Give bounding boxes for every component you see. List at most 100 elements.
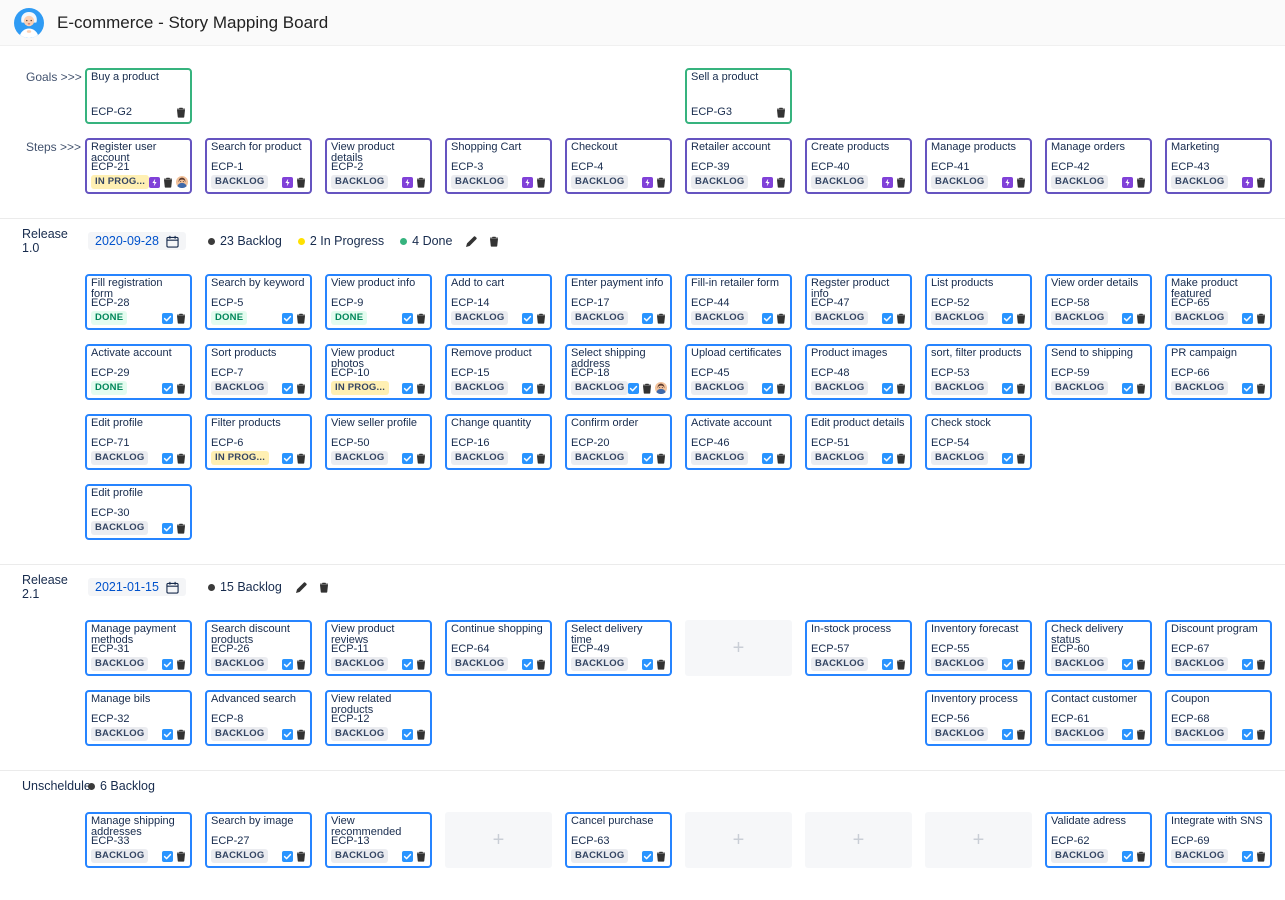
status-badge[interactable]: BACKLOG [1171,657,1229,671]
trash-icon[interactable] [896,383,906,394]
status-badge[interactable]: BACKLOG [571,311,629,325]
story-card[interactable]: Validate adress ECP-62 BACKLOG [1045,812,1152,868]
story-card[interactable]: PR campaign ECP-66 BACKLOG [1165,344,1272,400]
status-badge[interactable]: BACKLOG [931,451,989,465]
trash-icon[interactable] [776,177,786,188]
trash-icon[interactable] [656,851,666,862]
step-card[interactable]: Manage products ECP-41 BACKLOG [925,138,1032,194]
status-badge[interactable]: BACKLOG [331,727,389,741]
status-badge[interactable]: BACKLOG [811,381,869,395]
story-card[interactable]: Select delivery time ECP-49 BACKLOG [565,620,672,676]
trash-icon[interactable] [1256,383,1266,394]
story-card[interactable]: View order details ECP-58 BACKLOG [1045,274,1152,330]
status-badge[interactable]: BACKLOG [91,727,149,741]
story-card[interactable]: Fill-in retailer form ECP-44 BACKLOG [685,274,792,330]
story-card[interactable]: Inventory process ECP-56 BACKLOG [925,690,1032,746]
trash-icon[interactable] [176,107,186,118]
story-card[interactable]: Confirm order ECP-20 BACKLOG [565,414,672,470]
trash-icon[interactable] [176,383,186,394]
status-badge[interactable]: BACKLOG [931,381,989,395]
status-badge[interactable]: BACKLOG [211,381,269,395]
trash-icon[interactable] [416,851,426,862]
trash-icon[interactable] [536,453,546,464]
status-badge[interactable]: BACKLOG [571,657,629,671]
step-card[interactable]: Shopping Cart ECP-3 BACKLOG [445,138,552,194]
status-badge[interactable]: BACKLOG [331,849,389,863]
story-card[interactable]: Enter payment info ECP-17 BACKLOG [565,274,672,330]
trash-icon[interactable] [656,659,666,670]
status-badge[interactable]: BACKLOG [1051,381,1109,395]
release-date-chip[interactable]: 2021-01-15 [88,578,186,596]
status-badge[interactable]: BACKLOG [931,657,989,671]
trash-icon[interactable] [176,453,186,464]
trash-icon[interactable] [176,313,186,324]
status-badge[interactable]: BACKLOG [451,311,509,325]
story-card[interactable]: Check delivery status ECP-60 BACKLOG [1045,620,1152,676]
trash-icon[interactable] [1256,851,1266,862]
trash-icon[interactable] [1136,383,1146,394]
status-badge[interactable]: BACKLOG [1051,727,1109,741]
status-badge[interactable]: BACKLOG [211,727,269,741]
status-badge[interactable]: IN PROG... [91,175,150,189]
story-card[interactable]: Search by keyword ECP-5 DONE [205,274,312,330]
trash-icon[interactable] [656,453,666,464]
trash-icon[interactable] [1016,177,1026,188]
status-badge[interactable]: BACKLOG [211,849,269,863]
story-card[interactable]: Discount program ECP-67 BACKLOG [1165,620,1272,676]
story-card[interactable]: View related products ECP-12 BACKLOG [325,690,432,746]
trash-icon[interactable] [536,177,546,188]
status-badge[interactable]: BACKLOG [211,175,269,189]
release-date-chip[interactable]: 2020-09-28 [88,232,186,250]
story-card[interactable]: Select shipping address ECP-18 BACKLOG [565,344,672,400]
trash-icon[interactable] [296,453,306,464]
step-card[interactable]: Retailer account ECP-39 BACKLOG [685,138,792,194]
status-badge[interactable]: BACKLOG [811,451,869,465]
story-card[interactable]: sort, filter products ECP-53 BACKLOG [925,344,1032,400]
story-card[interactable]: Manage bils ECP-32 BACKLOG [85,690,192,746]
story-card[interactable]: List products ECP-52 BACKLOG [925,274,1032,330]
trash-icon[interactable] [896,313,906,324]
edit-release-button[interactable] [466,235,478,247]
status-badge[interactable]: BACKLOG [931,727,989,741]
story-card[interactable]: View seller profile ECP-50 BACKLOG [325,414,432,470]
trash-icon[interactable] [1016,313,1026,324]
story-card[interactable]: Fill registration form ECP-28 DONE [85,274,192,330]
status-badge[interactable]: BACKLOG [211,657,269,671]
story-card[interactable]: Edit profile ECP-71 BACKLOG [85,414,192,470]
status-badge[interactable]: DONE [211,311,248,325]
step-card[interactable]: Marketing ECP-43 BACKLOG [1165,138,1272,194]
trash-icon[interactable] [296,659,306,670]
trash-icon[interactable] [536,313,546,324]
trash-icon[interactable] [656,313,666,324]
status-badge[interactable]: BACKLOG [691,175,749,189]
trash-icon[interactable] [163,177,173,188]
story-card[interactable]: Edit product details ECP-51 BACKLOG [805,414,912,470]
trash-icon[interactable] [776,313,786,324]
status-badge[interactable]: BACKLOG [91,451,149,465]
story-card[interactable]: Advanced search ECP-8 BACKLOG [205,690,312,746]
story-card[interactable]: Regster product info ECP-47 BACKLOG [805,274,912,330]
story-card[interactable]: In-stock process ECP-57 BACKLOG [805,620,912,676]
status-badge[interactable]: BACKLOG [571,849,629,863]
story-card[interactable]: Sort products ECP-7 BACKLOG [205,344,312,400]
goal-card[interactable]: Sell a product ECP-G3 [685,68,792,124]
status-badge[interactable]: BACKLOG [1051,175,1109,189]
add-card-button[interactable]: + [685,620,792,676]
trash-icon[interactable] [1016,659,1026,670]
status-badge[interactable]: DONE [91,381,128,395]
trash-icon[interactable] [1016,729,1026,740]
status-badge[interactable]: BACKLOG [1051,657,1109,671]
trash-icon[interactable] [776,383,786,394]
status-badge[interactable]: BACKLOG [331,175,389,189]
status-badge[interactable]: BACKLOG [811,311,869,325]
status-badge[interactable]: BACKLOG [451,451,509,465]
trash-icon[interactable] [896,659,906,670]
status-badge[interactable]: BACKLOG [451,657,509,671]
story-card[interactable]: Remove product ECP-15 BACKLOG [445,344,552,400]
trash-icon[interactable] [896,177,906,188]
story-card[interactable]: View product photos ECP-10 IN PROG... [325,344,432,400]
status-badge[interactable]: BACKLOG [1171,727,1229,741]
trash-icon[interactable] [296,177,306,188]
trash-icon[interactable] [296,851,306,862]
